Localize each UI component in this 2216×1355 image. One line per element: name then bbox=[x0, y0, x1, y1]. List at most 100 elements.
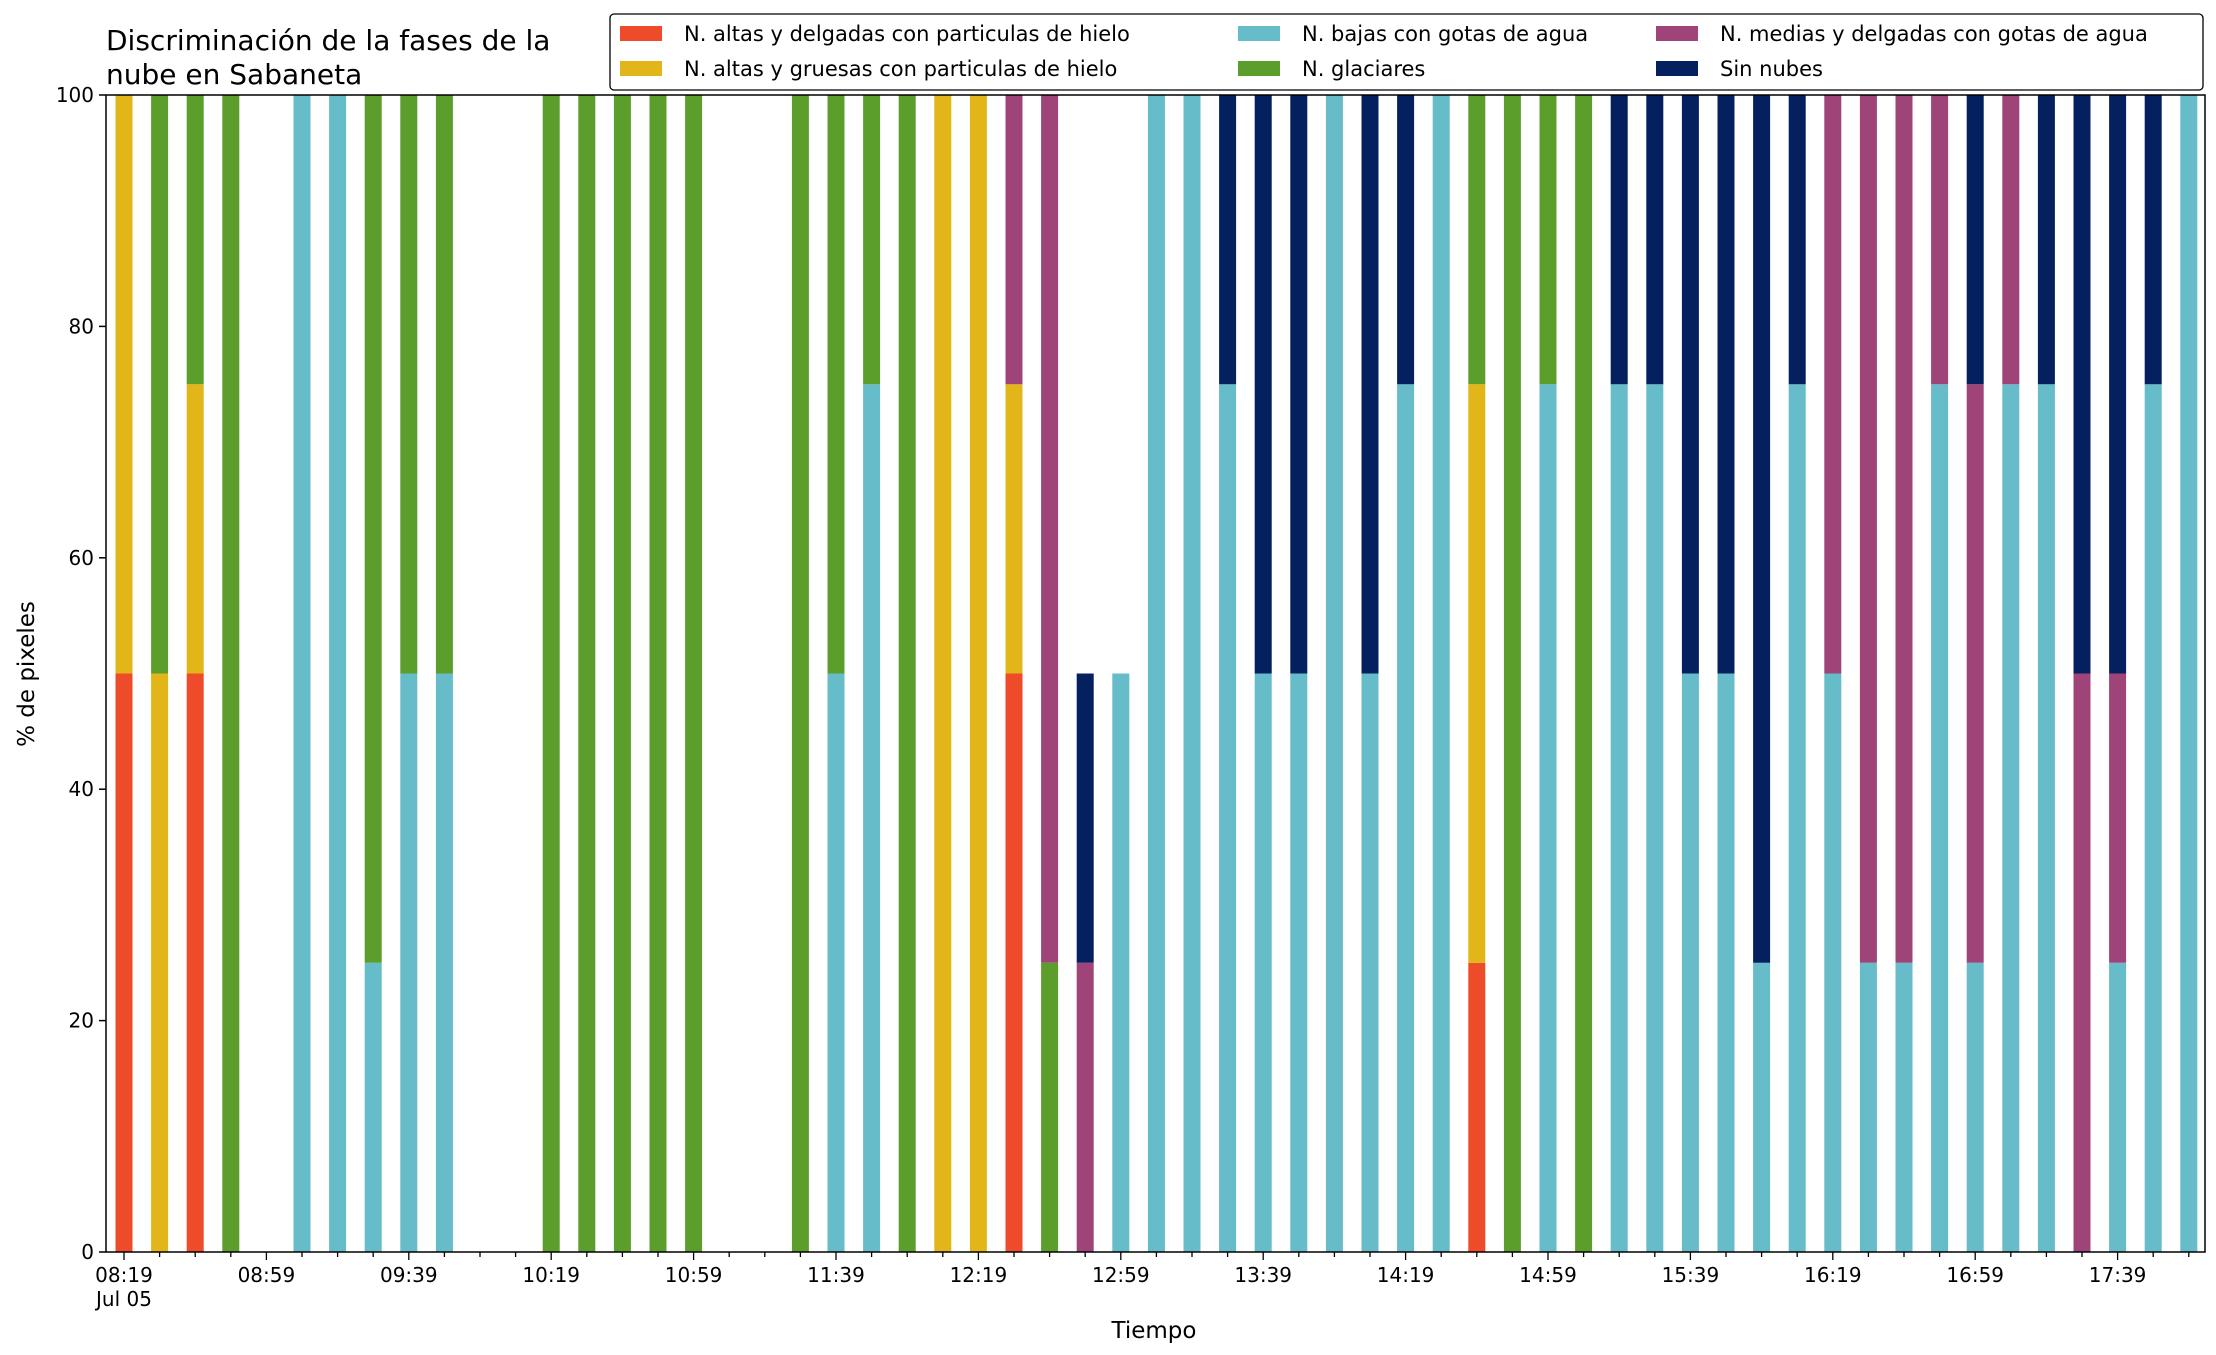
bar-segment-s5-i47 bbox=[1788, 95, 1806, 385]
legend: N. altas y delgadas con particulas de hi… bbox=[609, 13, 2204, 91]
y-axis: 0 20 40 60 80 100 bbox=[56, 83, 106, 1264]
bar-segment-s1-i1 bbox=[151, 673, 169, 1252]
bar-segment-s3-i1 bbox=[151, 95, 169, 674]
bar-segment-s2-i30 bbox=[1183, 95, 1201, 1252]
bar-segment-s3-i40 bbox=[1539, 95, 1557, 385]
y-tick-label-80: 80 bbox=[69, 314, 94, 338]
bar-segment-s1-i2 bbox=[186, 384, 204, 674]
bar-segment-s3-i14 bbox=[613, 95, 631, 1252]
bar-segment-s5-i43 bbox=[1646, 95, 1664, 385]
bar-segment-s3-i12 bbox=[542, 95, 560, 1252]
bar-segment-s2-i8 bbox=[400, 673, 418, 1252]
bar-segment-s2-i53 bbox=[2002, 384, 2020, 1252]
bar-segment-s2-i56 bbox=[2109, 962, 2127, 1252]
bar-segment-s0-i2 bbox=[186, 673, 204, 1252]
legend-swatch-3 bbox=[1238, 61, 1280, 76]
x-tick-label-11: 15:39 bbox=[1662, 1263, 1720, 1287]
bar-segment-s2-i31 bbox=[1219, 384, 1237, 1252]
bar-segment-s2-i46 bbox=[1753, 962, 1771, 1252]
bar-segment-s3-i20 bbox=[827, 95, 845, 674]
bar-segment-s2-i48 bbox=[1824, 673, 1842, 1252]
bar-segment-s2-i34 bbox=[1325, 95, 1343, 1252]
bar-segment-s2-i20 bbox=[827, 673, 845, 1252]
bar-segment-s5-i27 bbox=[1076, 673, 1094, 963]
bar-segment-s2-i51 bbox=[1931, 384, 1949, 1252]
bar-segment-s0-i0 bbox=[115, 673, 133, 1252]
bar-segment-s2-i58 bbox=[2180, 95, 2198, 1252]
legend-swatch-5 bbox=[1656, 61, 1698, 76]
bar-segment-s1-i25 bbox=[1005, 384, 1023, 674]
x-tick-label-2: 09:39 bbox=[380, 1263, 438, 1287]
bar-segment-s5-i36 bbox=[1397, 95, 1415, 385]
bar-segment-s5-i32 bbox=[1254, 95, 1272, 674]
x-tick-label-4: 10:59 bbox=[665, 1263, 723, 1287]
y-tick-label-20: 20 bbox=[69, 1009, 94, 1033]
bar-segment-s4-i48 bbox=[1824, 95, 1842, 674]
x-tick-label-12: 16:19 bbox=[1804, 1263, 1862, 1287]
bar-segment-s3-i22 bbox=[898, 95, 916, 1252]
bar-segment-s5-i57 bbox=[2144, 95, 2162, 385]
x-tick-label-1: 08:59 bbox=[238, 1263, 296, 1287]
bar-segment-s2-i52 bbox=[1966, 962, 1984, 1252]
bar-segment-s3-i38 bbox=[1468, 95, 1486, 385]
legend-label-5: Sin nubes bbox=[1720, 57, 1823, 81]
bar-segment-s2-i45 bbox=[1717, 673, 1735, 1252]
bar-segment-s5-i46 bbox=[1753, 95, 1771, 963]
bar-segment-s3-i2 bbox=[186, 95, 204, 385]
bar-segment-s5-i35 bbox=[1361, 95, 1379, 674]
bar-segment-s5-i31 bbox=[1219, 95, 1237, 385]
bar-segment-s2-i57 bbox=[2144, 384, 2162, 1252]
bar-segment-s1-i0 bbox=[115, 95, 133, 674]
bar-segment-s4-i52 bbox=[1966, 384, 1984, 963]
legend-swatch-2 bbox=[1238, 26, 1280, 41]
bar-segment-s5-i56 bbox=[2109, 95, 2127, 674]
x-axis-label: Tiempo bbox=[1111, 1318, 1197, 1344]
bar-segment-s2-i44 bbox=[1681, 673, 1699, 1252]
chart-title-line-2: nube en Sabaneta bbox=[106, 58, 362, 91]
y-tick-label-40: 40 bbox=[69, 777, 94, 801]
bar-segment-s3-i16 bbox=[685, 95, 703, 1252]
bar-segment-s2-i40 bbox=[1539, 384, 1557, 1252]
y-tick-label-60: 60 bbox=[69, 546, 94, 570]
bar-segment-s2-i36 bbox=[1397, 384, 1415, 1252]
chart-title-line-1: Discriminación de la fases de la bbox=[106, 24, 550, 57]
legend-frame bbox=[609, 13, 2204, 91]
legend-swatch-4 bbox=[1656, 26, 1698, 41]
bar-segment-s2-i9 bbox=[435, 673, 453, 1252]
bar-segment-s2-i6 bbox=[329, 95, 347, 1252]
bar-segment-s2-i49 bbox=[1859, 962, 1877, 1252]
bar-segment-s3-i3 bbox=[222, 95, 240, 1252]
bar-segment-s2-i28 bbox=[1112, 673, 1130, 1252]
bar-segment-s4-i27 bbox=[1076, 962, 1094, 1252]
bar-segment-s5-i52 bbox=[1966, 95, 1984, 385]
x-tick-label-13: 16:59 bbox=[1946, 1263, 2004, 1287]
bar-segment-s3-i26 bbox=[1041, 962, 1059, 1252]
bars-layer bbox=[115, 95, 2198, 1252]
legend-swatch-1 bbox=[620, 61, 662, 76]
legend-swatch-0 bbox=[620, 26, 662, 41]
x-tick-sublabel: Jul 05 bbox=[94, 1287, 152, 1311]
bar-segment-s1-i23 bbox=[934, 95, 952, 1252]
y-tick-label-100: 100 bbox=[56, 83, 94, 107]
bar-segment-s2-i32 bbox=[1254, 673, 1272, 1252]
x-tick-label-9: 14:19 bbox=[1377, 1263, 1435, 1287]
bar-segment-s5-i54 bbox=[2037, 95, 2055, 385]
x-tick-label-6: 12:19 bbox=[950, 1263, 1008, 1287]
x-tick-label-3: 10:19 bbox=[522, 1263, 580, 1287]
bar-segment-s4-i53 bbox=[2002, 95, 2020, 385]
bar-segment-s2-i43 bbox=[1646, 384, 1664, 1252]
bar-segment-s3-i21 bbox=[863, 95, 881, 385]
x-axis: 08:19 08:59 09:39 10:19 10:59 11:39 12:19 12:59… bbox=[94, 1252, 2190, 1311]
bar-segment-s4-i26 bbox=[1041, 95, 1059, 963]
bar-segment-s5-i33 bbox=[1290, 95, 1308, 674]
x-tick-label-10: 14:59 bbox=[1519, 1263, 1577, 1287]
bar-segment-s5-i42 bbox=[1610, 95, 1628, 385]
bar-segment-s2-i42 bbox=[1610, 384, 1628, 1252]
x-tick-label-0: 08:19 bbox=[95, 1263, 153, 1287]
bar-segment-s4-i51 bbox=[1931, 95, 1949, 385]
bar-segment-s3-i19 bbox=[791, 95, 809, 1252]
y-tick-label-0: 0 bbox=[81, 1240, 94, 1264]
x-tick-label-7: 12:59 bbox=[1092, 1263, 1150, 1287]
bar-segment-s3-i8 bbox=[400, 95, 418, 674]
